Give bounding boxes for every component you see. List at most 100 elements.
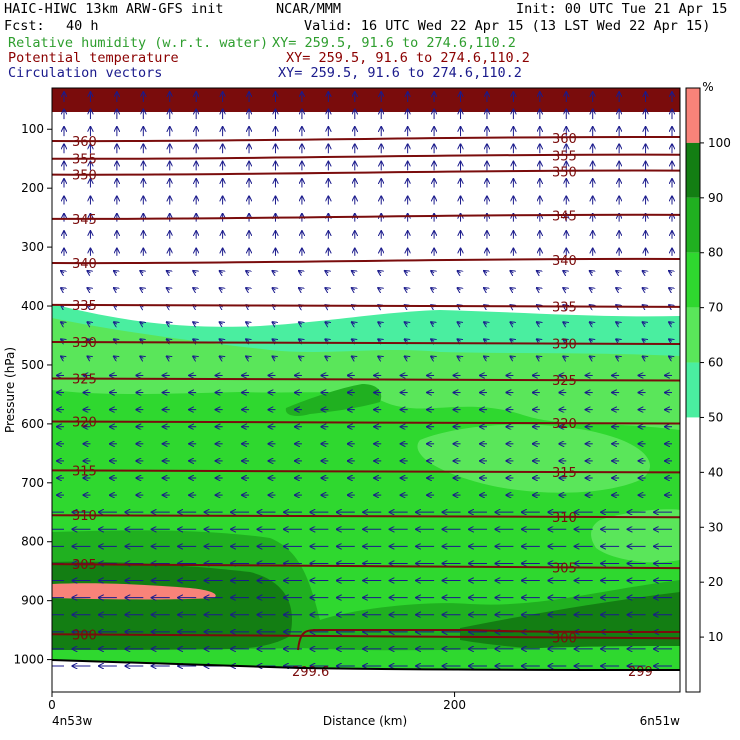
wind-vector <box>537 322 540 324</box>
wind-vector <box>87 339 90 341</box>
colorbar-label: 30 <box>708 520 723 534</box>
wind-vector <box>246 339 249 341</box>
wind-vector <box>167 339 170 341</box>
wind-vector <box>484 288 487 290</box>
theta-contour-line <box>52 135 680 143</box>
wind-vector <box>616 271 619 273</box>
y-axis-ticks: 100 200 300 400 500 600 700 800 900 1000 <box>13 122 52 667</box>
plot-frame <box>51 87 681 693</box>
wind-vector <box>352 271 355 273</box>
wind-vector <box>167 356 170 358</box>
wind-vector <box>220 356 223 358</box>
wind-vector <box>484 271 487 273</box>
wind-vector <box>87 322 90 324</box>
wind-vector <box>352 339 355 341</box>
colorbar-label: 90 <box>708 191 723 205</box>
wind-vector <box>378 322 381 324</box>
wind-vector <box>272 339 275 341</box>
wind-vector <box>193 271 196 273</box>
theta-contour-label: 315 <box>72 464 97 479</box>
wind-vector <box>643 322 646 324</box>
field-rh-xy: XY= 259.5, 91.6 to 274.6,110.2 <box>272 35 516 51</box>
wind-vector <box>431 322 434 324</box>
rh-region-over-100 <box>52 583 216 600</box>
wind-vector <box>563 288 566 290</box>
colorbar-label: 60 <box>708 356 723 370</box>
wind-vector <box>114 322 117 324</box>
wind-vector <box>431 288 434 290</box>
theta-contour-label: 299 <box>628 665 653 680</box>
wind-vector <box>114 339 117 341</box>
theta-contour-label: 325 <box>552 374 577 389</box>
colorbar-bin <box>686 197 700 253</box>
theta-contour-label: 340 <box>552 254 577 269</box>
y-tick-label: 500 <box>21 358 44 372</box>
wind-vector <box>220 339 223 341</box>
field-theta-name: Potential temperature <box>8 50 179 66</box>
wind-vector <box>325 271 328 273</box>
theta-contour-label: 350 <box>72 169 97 184</box>
wind-vector <box>510 339 513 341</box>
wind-vector <box>299 339 302 341</box>
colorbar-bin <box>686 307 700 363</box>
wind-vector <box>272 271 275 273</box>
wind-vector <box>299 356 302 358</box>
wind-vector <box>87 271 90 273</box>
theta-contour-label: 360 <box>72 135 97 150</box>
theta-contour-line <box>52 469 680 474</box>
wind-vector <box>669 322 672 324</box>
theta-contour-label: 320 <box>72 416 97 431</box>
theta-contour-label: 330 <box>72 336 97 351</box>
wind-vector <box>431 356 434 358</box>
wind-vector <box>140 339 143 341</box>
x-start-label: 4n53w <box>52 714 93 728</box>
x-axis-ticks: 0 200 <box>48 692 466 712</box>
wind-vector <box>378 271 381 273</box>
theta-contour-line <box>52 633 680 640</box>
wind-vector <box>193 339 196 341</box>
theta-contour-line <box>52 514 680 519</box>
wind-vector <box>669 356 672 358</box>
colorbar-bin <box>686 582 700 638</box>
wind-vector <box>510 356 513 358</box>
rh-fill-layer <box>52 88 680 692</box>
field-rh-name: Relative humidity (w.r.t. water) <box>8 35 269 51</box>
theta-contour-label: 335 <box>552 300 577 315</box>
wind-vector <box>590 271 593 273</box>
theta-contour-line <box>52 377 680 382</box>
ground-line <box>52 659 680 671</box>
wind-vector <box>405 339 408 341</box>
wind-vector <box>246 288 249 290</box>
y-tick-label: 700 <box>21 476 44 490</box>
valid-time: Valid: 16 UTC Wed 22 Apr 15 (13 LST Wed … <box>304 18 711 34</box>
wind-vector <box>643 288 646 290</box>
wind-vector <box>669 339 672 341</box>
theta-contour-line <box>52 169 680 176</box>
wind-vector <box>61 339 64 341</box>
wind-vector <box>140 322 143 324</box>
wind-vector <box>590 356 593 358</box>
theta-contour-label: 310 <box>72 509 97 524</box>
wind-vector <box>325 288 328 290</box>
wind-vector <box>193 288 196 290</box>
wind-vector <box>193 356 196 358</box>
wind-vector <box>590 288 593 290</box>
theta-contour-label: 305 <box>72 558 97 573</box>
theta-contour-label: 300 <box>552 631 577 646</box>
theta-contour-label: 355 <box>72 153 97 168</box>
y-tick-label: 300 <box>21 240 44 254</box>
theta-contour-line <box>52 303 680 308</box>
wind-vector <box>616 322 619 324</box>
wind-vector <box>590 322 593 324</box>
wind-vector <box>616 356 619 358</box>
wind-vector <box>563 339 566 341</box>
wind-vector <box>669 271 672 273</box>
wind-vector <box>193 322 196 324</box>
wind-vector <box>114 271 117 273</box>
y-tick-label: 800 <box>21 535 44 549</box>
wind-vector <box>458 288 461 290</box>
y-tick-label: 200 <box>21 181 44 195</box>
wind-vector <box>378 339 381 341</box>
wind-vector <box>458 271 461 273</box>
